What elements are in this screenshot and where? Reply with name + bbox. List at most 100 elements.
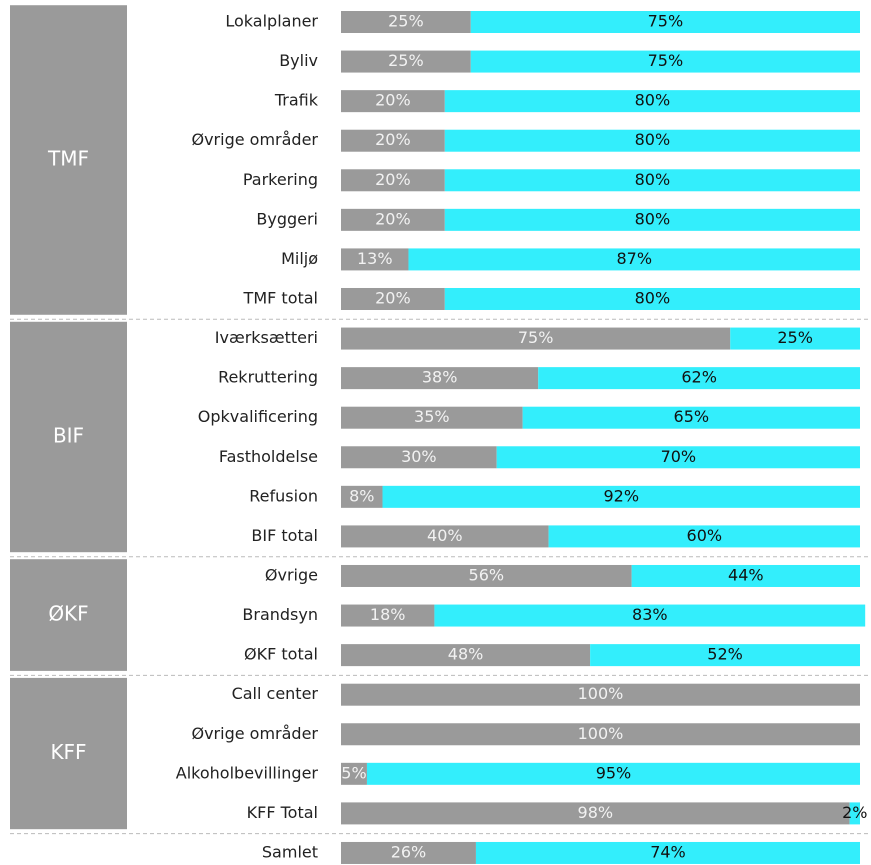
bar-segment [341,841,476,864]
bar-segment [341,248,409,271]
value-label: 80% [635,288,671,307]
bar-segment [444,208,860,231]
value-label: 62% [681,368,717,387]
bar-segment [341,604,435,627]
group-label: KFF [50,740,86,764]
value-label: 80% [635,170,671,189]
bar-segment [341,287,445,310]
category-label: Øvrige [265,565,318,584]
bar-segment [434,604,866,627]
value-label: 95% [596,763,632,782]
bar-segment [470,50,860,73]
category-label: Brandsyn [242,605,318,624]
bar-segment [341,11,471,33]
value-label: 56% [469,565,505,584]
category-label: Byggeri [256,209,318,228]
bar-segment [408,248,860,271]
category-label: Alkoholbevillinger [176,763,319,782]
bar-segment [548,525,860,548]
value-label: 2% [842,803,867,822]
value-label: 52% [707,645,743,664]
value-label: 87% [616,249,652,268]
value-label: 35% [414,407,450,426]
category-label: ØKF total [244,645,318,664]
value-label: 38% [422,368,458,387]
bar-segment [849,802,860,825]
value-label: 92% [603,486,639,505]
category-label: Samlet [262,842,318,861]
bar-segment [631,564,860,587]
bar-segment [341,406,523,429]
value-label: 40% [427,526,463,545]
bar-segment [341,129,445,152]
value-label: 20% [375,288,411,307]
bar-segment [341,208,445,231]
value-label: 18% [370,605,406,624]
value-label: 75% [518,328,554,347]
value-label: 20% [375,170,411,189]
bar-segment [382,485,860,508]
bar-segment [538,367,860,390]
bar-segment [444,169,860,192]
category-label: Opkvalificering [198,407,318,426]
value-label: 80% [635,91,671,110]
bar-segment [341,367,539,390]
value-label: 5% [341,763,366,782]
category-label: Fastholdelse [219,447,318,466]
category-label: Rekruttering [218,368,318,387]
value-label: 44% [728,565,764,584]
group-label: BIF [53,423,84,447]
category-label: Trafik [274,91,319,110]
value-label: 100% [578,724,624,743]
value-label: 20% [375,130,411,149]
value-label: 65% [674,407,710,426]
group-label: TMF [47,146,89,170]
bar-segment [522,406,860,429]
category-label: BIF total [251,526,318,545]
category-label: Byliv [279,51,318,70]
value-label: 80% [635,130,671,149]
bar-segment [341,762,367,785]
value-label: 70% [661,447,697,466]
category-label: Miljø [281,249,318,268]
bar-segment [341,327,731,350]
bar-segment [730,327,860,350]
category-label: Call center [232,684,319,703]
value-label: 98% [578,803,614,822]
value-label: 48% [448,645,484,664]
value-label: 25% [388,12,424,31]
value-label: 75% [648,51,684,70]
value-label: 20% [375,209,411,228]
bar-segment [341,723,860,746]
group-box [10,677,127,830]
value-label: 60% [687,526,723,545]
bar-segment [341,683,860,706]
bar-segment [444,90,860,113]
bar-segment [475,841,860,864]
group-box [10,5,127,315]
value-label: 83% [632,605,668,624]
category-label: TMF total [243,288,318,307]
value-label: 13% [357,249,393,268]
bar-segment [341,90,445,113]
bar-segment [341,644,591,667]
category-label: Øvrige områder [191,130,318,149]
bar-segment [590,644,860,667]
bar-segment [496,446,860,469]
value-label: 30% [401,447,437,466]
group-box [10,559,127,671]
category-label: Refusion [249,486,318,505]
category-label: Lokalplaner [225,12,318,31]
value-label: 74% [650,842,686,861]
category-label: Parkering [243,170,318,189]
bar-segment [366,762,860,785]
bar-segment [341,525,549,548]
category-label: KFF Total [247,803,318,822]
category-label: Øvrige områder [191,724,318,743]
value-label: 8% [349,486,374,505]
value-label: 20% [375,91,411,110]
bar-segment [444,129,860,152]
bar-segment [341,446,497,469]
value-label: 26% [391,842,427,861]
